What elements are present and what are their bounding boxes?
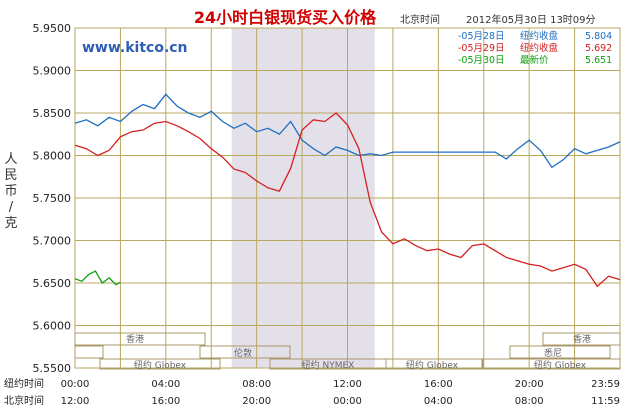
x-tick-label-ny: 04:00 [151, 379, 180, 390]
y-label-char: 人 [4, 152, 17, 167]
x-tick-label-bj: 20:00 [242, 396, 271, 407]
grid-lines [74, 27, 621, 369]
y-label-char: / [9, 200, 14, 215]
y-axis-ticks: 5.9500 5.9000 5.8500 5.8000 5.7500 5.7000 5.65… [33, 22, 72, 375]
x-row2-label: 北京时间 [4, 394, 44, 407]
market-ny-globex-label-2: 纽约 Globex [406, 359, 459, 371]
site-watermark: www.kitco.cn [82, 40, 188, 56]
market-hongkong-label: 香港 [126, 333, 144, 345]
y-tick-label: 5.7500 [33, 192, 72, 205]
legend-entry-3: -05月30日 最新价 5.651 [458, 54, 612, 66]
y-tick-label: 5.6500 [33, 277, 72, 290]
x-tick-label-ny: 20:00 [515, 379, 544, 390]
market-ny-nymex-label: 纽约 NYMEX [302, 359, 355, 371]
market-london-label: 伦敦 [234, 347, 252, 359]
x-tick-label-ny: 23:59 [591, 379, 620, 390]
timestamp: 2012年05月30日 13时09分 [466, 13, 596, 26]
y-tick-label: 5.5500 [33, 362, 72, 375]
legend-entry-1: -05月28日 纽约收盘 5.804 [458, 30, 612, 42]
x-tick-label-bj: 12:00 [61, 396, 90, 407]
x-tick-label-bj: 04:00 [424, 396, 453, 407]
x-tick-label-ny: 12:00 [333, 379, 362, 390]
x-tick-label-bj: 08:00 [515, 396, 544, 407]
y-axis-label: 人民币/克 [4, 152, 17, 231]
market-hongkong-label-2: 香港 [573, 333, 591, 345]
y-tick-label: 5.9000 [33, 65, 72, 78]
market-sessions: 香港 纽约 Globex 伦敦 纽约 NYMEX 纽约 Globex 香港 悉尼… [74, 332, 621, 371]
series-lines [74, 93, 621, 288]
chart-title: 24小时白银现货买入价格 [194, 8, 377, 27]
y-label-char: 克 [4, 216, 17, 231]
y-tick-label: 5.9500 [33, 22, 72, 35]
time-label: 北京时间 [400, 13, 440, 26]
y-tick-label: 5.6000 [33, 320, 72, 333]
legend-entry-2: -05月29日 纽约收盘 5.692 [458, 42, 612, 54]
y-label-char: 币 [4, 184, 17, 199]
series-line-1 [74, 93, 621, 169]
y-label-char: 民 [4, 168, 17, 183]
y-tick-label: 5.8000 [33, 150, 72, 163]
x-tick-label-ny: 00:00 [61, 379, 90, 390]
series-line-2 [74, 112, 621, 288]
x-tick-label-bj: 16:00 [151, 396, 180, 407]
x-axis-ticks: 00:00 04:00 08:00 12:00 16:00 20:00 23:59 12:00… [61, 379, 620, 407]
y-tick-label: 5.8500 [33, 107, 72, 120]
x-tick-label-ny: 08:00 [242, 379, 271, 390]
series-line-3 [74, 270, 121, 286]
x-row1-label: 纽约时间 [4, 377, 44, 390]
y-tick-label: 5.7000 [33, 235, 72, 248]
x-tick-label-ny: 16:00 [424, 379, 453, 390]
market-ny-globex-label-3: 纽约 Globex [534, 359, 587, 371]
x-tick-label-bj: 00:00 [333, 396, 362, 407]
market-ny-globex-label: 纽约 Globex [134, 359, 187, 371]
x-tick-label-bj: 11:59 [591, 396, 620, 407]
market-sydney-label: 悉尼 [544, 347, 562, 359]
legend: -05月28日 纽约收盘 5.804-05月29日 纽约收盘 5.692-05月30日最… [458, 30, 612, 66]
